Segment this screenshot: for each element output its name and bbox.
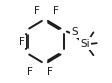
Text: Si: Si bbox=[80, 39, 89, 49]
Text: F: F bbox=[26, 67, 32, 77]
Text: F: F bbox=[53, 6, 58, 16]
Text: F: F bbox=[19, 37, 25, 46]
Text: F: F bbox=[34, 6, 40, 16]
Text: F: F bbox=[46, 67, 52, 77]
Text: S: S bbox=[70, 27, 77, 37]
